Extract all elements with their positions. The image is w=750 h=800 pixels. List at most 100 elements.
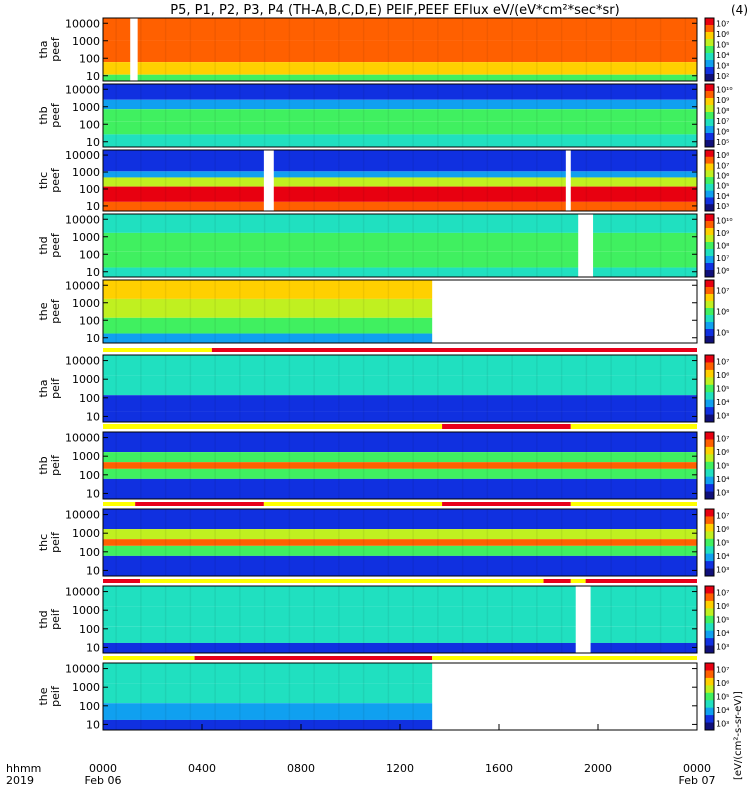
panel-label-probe: thc <box>37 172 50 189</box>
colorbar-segment <box>705 446 714 455</box>
texture-streak <box>536 214 538 277</box>
hhmm-label: hhmm <box>6 762 41 775</box>
y-tick-label: 100 <box>79 118 100 131</box>
colorbar-tick-label: 10⁶ <box>716 308 729 317</box>
spectrogram-band <box>103 298 433 318</box>
texture-streak <box>659 586 662 653</box>
spectrogram-band <box>103 468 697 479</box>
texture-streak <box>511 509 513 576</box>
colorbar-tick-label: 10⁷ <box>716 358 729 367</box>
y-tick-label: 1000 <box>72 101 100 114</box>
texture-streak <box>263 84 266 147</box>
texture-streak <box>437 586 439 653</box>
texture-streak <box>659 150 662 211</box>
colorbar: 10⁷ 10⁶ 10⁵ <box>704 279 729 344</box>
panel-label-probe: tha <box>37 379 50 397</box>
colorbar-segment <box>705 170 714 178</box>
colorbar-segment <box>705 700 714 709</box>
spectrogram-panel: 10000 1000 100 10 the peef 10⁷ 10⁶ 10⁵ <box>37 279 729 345</box>
y-tick-label: 10 <box>86 200 100 213</box>
texture-streak <box>560 355 563 422</box>
y-tick-label: 100 <box>79 546 100 559</box>
texture-streak <box>387 355 390 422</box>
colorbar-segment <box>705 256 714 264</box>
colorbar-segment <box>705 150 714 158</box>
texture-streak <box>338 214 340 277</box>
spectrogram-band <box>103 267 697 277</box>
texture-streak <box>536 586 538 653</box>
status-segment <box>135 502 264 506</box>
texture-streak <box>387 432 390 499</box>
spectrogram-band <box>103 555 697 576</box>
spectrogram-band <box>103 109 697 122</box>
texture-streak <box>362 280 365 343</box>
panel-label-probe: thc <box>37 534 50 551</box>
texture-streak <box>412 84 414 147</box>
y-tick-label: 10000 <box>65 213 100 226</box>
texture-streak <box>115 663 117 730</box>
texture-streak <box>239 18 241 81</box>
x-tick-label: 1200 <box>386 762 414 775</box>
texture-streak <box>239 509 241 576</box>
texture-streak <box>486 432 489 499</box>
texture-streak <box>313 84 315 147</box>
y-tick-label: 100 <box>79 183 100 196</box>
colorbar-segment <box>705 630 714 639</box>
texture-streak <box>140 432 142 499</box>
colorbar-segment <box>705 126 714 134</box>
texture-streak <box>189 214 192 277</box>
colorbar-tick-label: 10⁴ <box>716 475 729 484</box>
y-tick-label: 10 <box>86 410 100 423</box>
texture-streak <box>362 586 365 653</box>
data-gap <box>263 150 274 211</box>
texture-streak <box>362 432 365 499</box>
texture-streak <box>313 586 315 653</box>
colorbar-tick-label: 10⁶ <box>716 267 729 276</box>
spectrogram-band <box>103 606 697 627</box>
texture-streak <box>412 432 414 499</box>
colorbar-segment <box>705 600 714 609</box>
texture-streak <box>214 509 216 576</box>
colorbar-tick-label: 10⁶ <box>716 679 729 688</box>
texture-streak <box>313 214 315 277</box>
texture-streak <box>263 432 266 499</box>
y-tick-label: 10000 <box>65 663 100 676</box>
colorbar-tick-label: 10⁴ <box>716 51 729 60</box>
y-tick-label: 10 <box>86 718 100 731</box>
status-segment <box>442 502 571 506</box>
texture-streak <box>189 586 192 653</box>
texture-streak <box>115 355 117 422</box>
colorbar-segment <box>705 39 714 47</box>
colorbar-segment <box>705 156 714 165</box>
y-tick-label: 10000 <box>65 149 100 162</box>
texture-streak <box>486 18 489 81</box>
colorbar-tick-label: 10¹⁰ <box>716 216 733 225</box>
texture-streak <box>288 355 291 422</box>
status-segment <box>543 579 571 583</box>
texture-streak <box>239 150 241 211</box>
colorbar-tick-label: 10³ <box>716 202 729 211</box>
status-segment <box>570 424 697 429</box>
colorbar-segment <box>705 645 714 654</box>
panel-label-product: peif <box>49 685 62 707</box>
y-tick-label: 10000 <box>65 17 100 30</box>
spectrogram-band <box>103 509 697 530</box>
colorbar-segment <box>705 228 714 236</box>
colorbar-tick-label: 10³ <box>716 488 729 497</box>
colorbar-segment <box>705 722 714 731</box>
texture-streak <box>635 586 637 653</box>
spectrogram-band <box>103 62 697 75</box>
colorbar-segment <box>705 214 714 222</box>
status-bars-group <box>103 348 697 660</box>
colorbar-frame <box>704 149 715 212</box>
colorbar-segment <box>705 249 714 257</box>
texture-streak <box>684 432 687 499</box>
texture-streak <box>338 586 340 653</box>
texture-streak <box>140 663 142 730</box>
y-tick-label: 10 <box>86 70 100 83</box>
colorbar-frame <box>704 83 715 148</box>
texture-streak <box>263 663 266 730</box>
texture-streak <box>140 150 142 211</box>
colorbar-tick-label: 10⁸ <box>716 242 729 251</box>
